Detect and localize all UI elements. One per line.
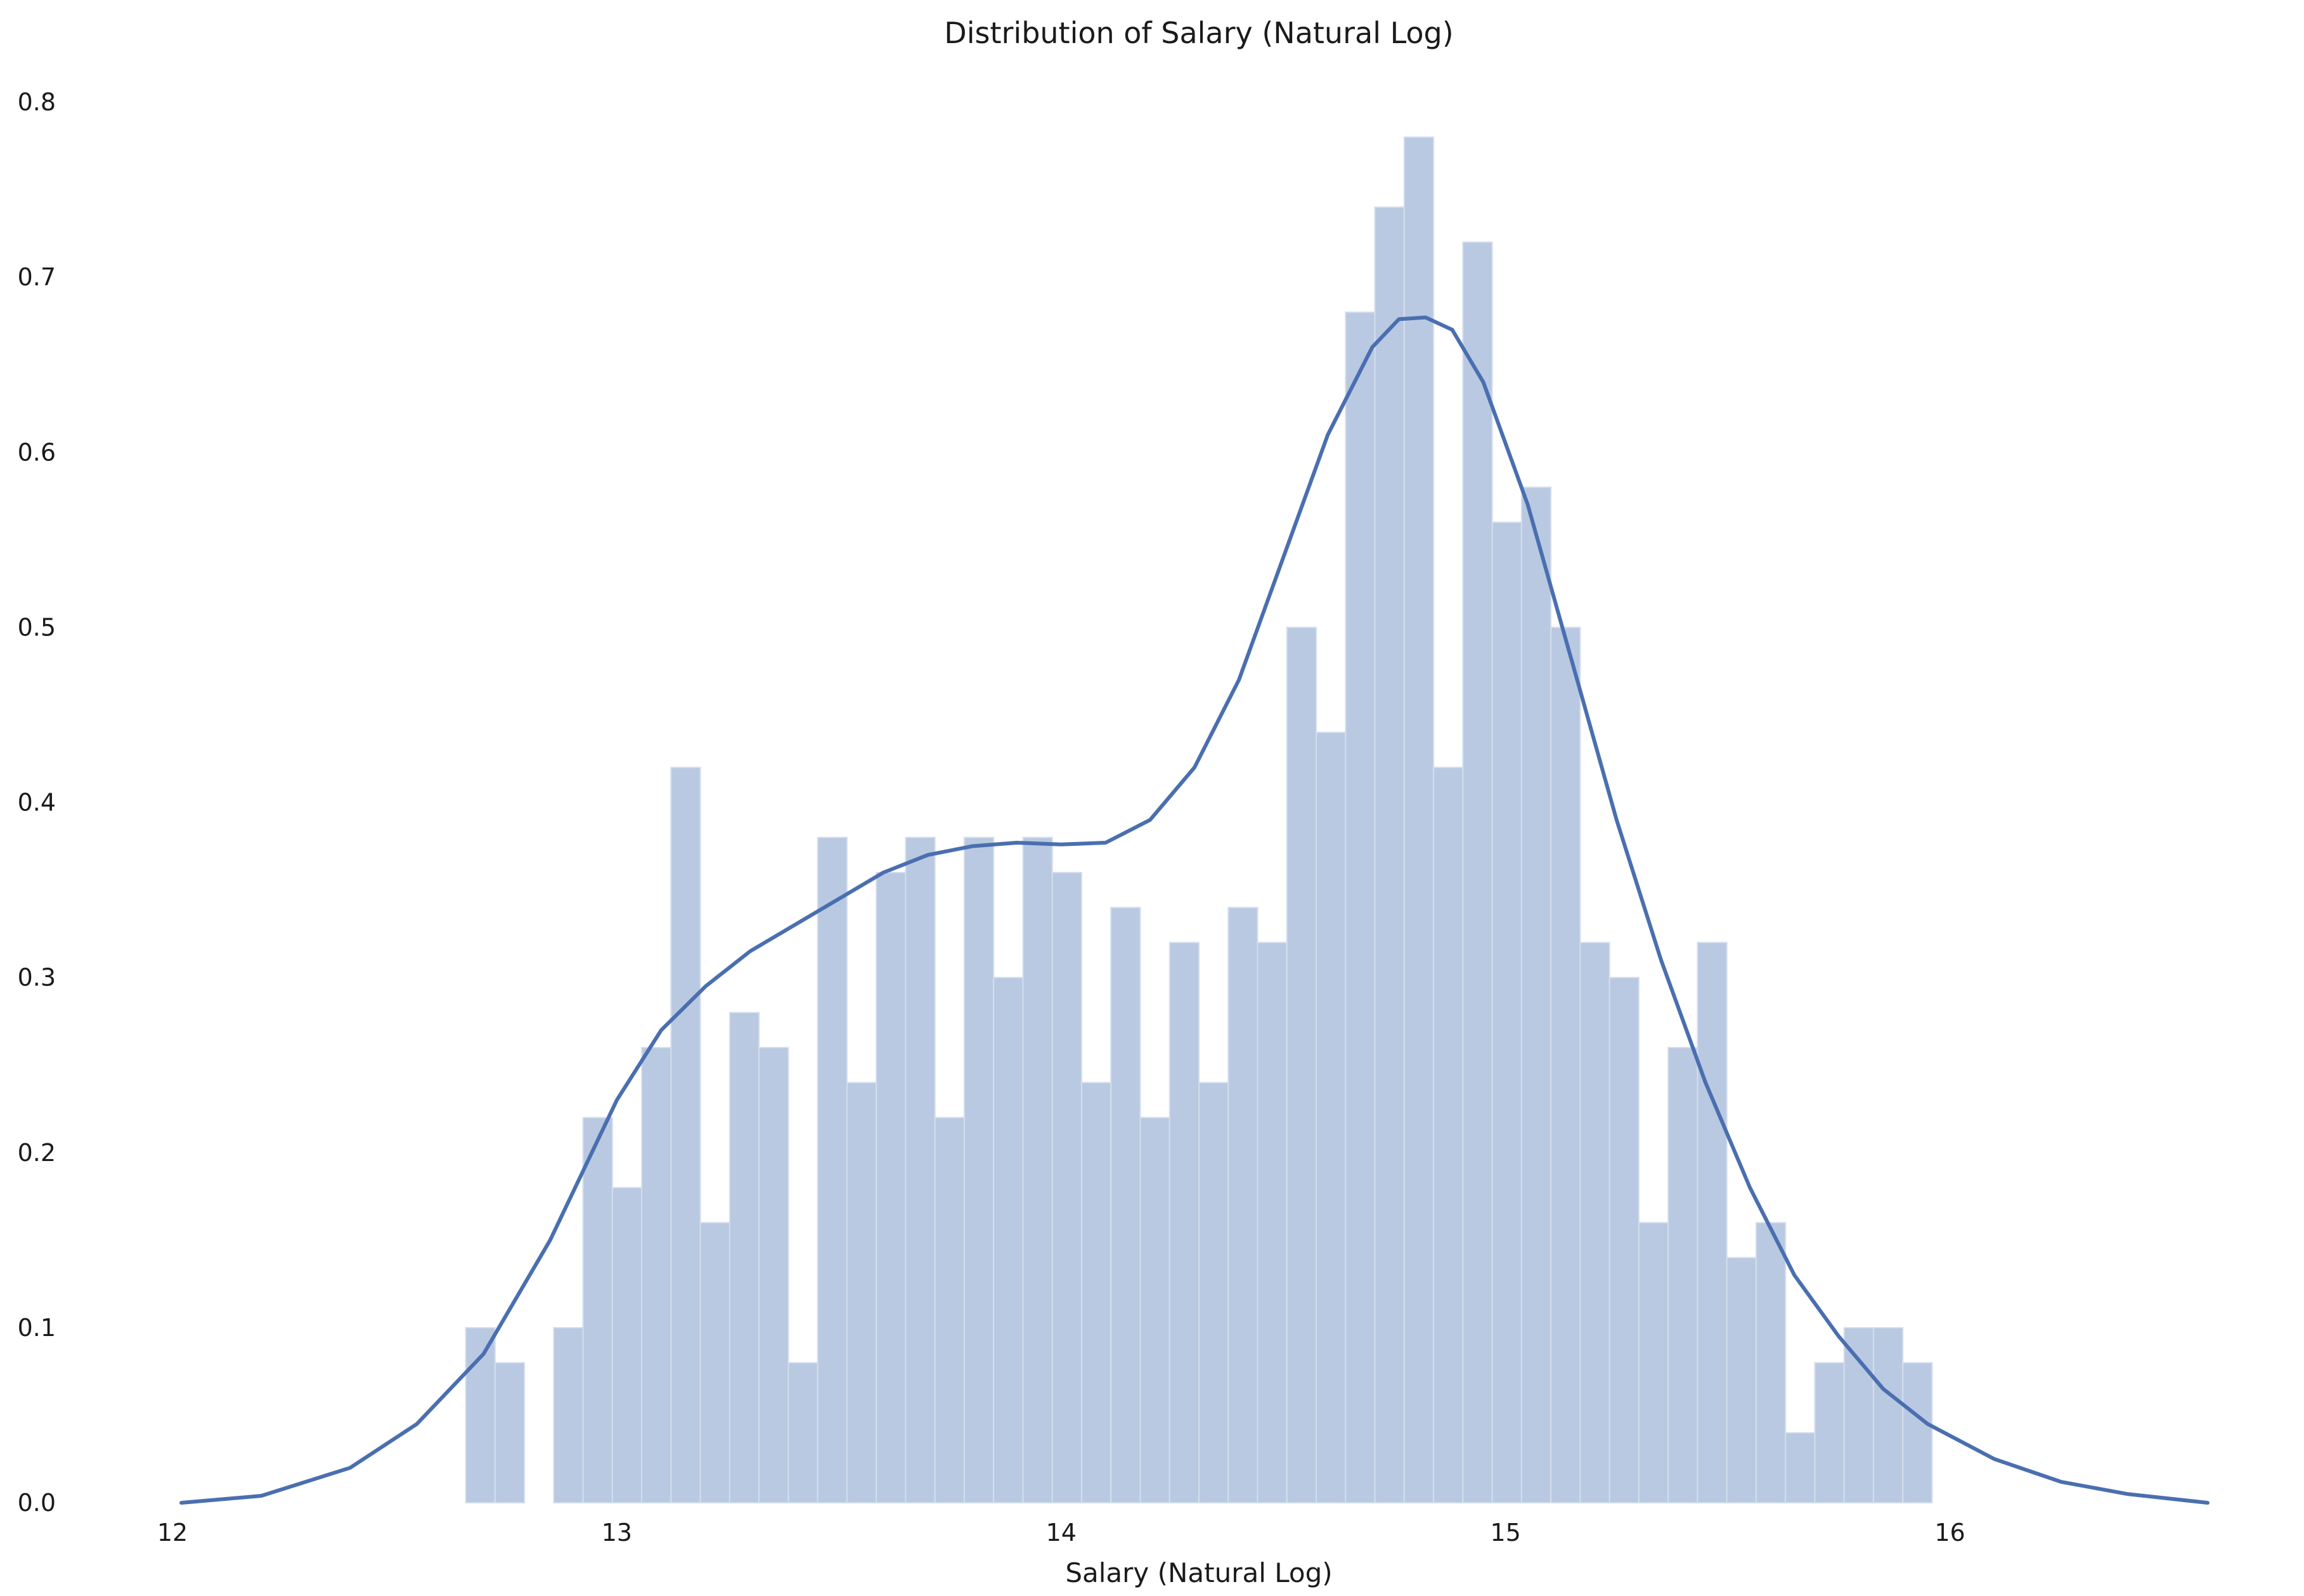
x-tick-label: 12 [157, 1519, 188, 1547]
chart-title: Distribution of Salary (Natural Log) [944, 16, 1453, 50]
histogram-bar [817, 836, 848, 1503]
histogram-bar [1638, 1222, 1669, 1503]
histogram-bar [494, 1362, 526, 1504]
histogram-bar [1491, 521, 1522, 1504]
histogram-bar [670, 767, 701, 1503]
histogram-bar [1433, 767, 1464, 1503]
histogram-bar [1902, 1362, 1933, 1504]
y-tick-label: 0.3 [18, 964, 56, 992]
histogram-bar [641, 1047, 672, 1503]
histogram-bar [553, 1327, 584, 1503]
histogram-bar [1022, 836, 1053, 1503]
histogram-bar [1139, 1117, 1170, 1503]
histogram-bar [1080, 1082, 1112, 1504]
x-tick-label: 15 [1490, 1519, 1520, 1547]
histogram-bar [1550, 626, 1581, 1503]
histogram-bar [1345, 311, 1376, 1504]
histogram-bar [699, 1222, 730, 1503]
histogram-bar [1051, 871, 1082, 1503]
histogram-bar [582, 1117, 613, 1503]
histogram-bar [963, 836, 995, 1503]
histogram-bar [611, 1186, 643, 1503]
y-tick-label: 0.1 [18, 1314, 56, 1342]
y-tick-label: 0.6 [18, 438, 56, 466]
y-tick-label: 0.7 [18, 263, 56, 291]
histogram-bar [1755, 1222, 1787, 1503]
histogram-bar [787, 1362, 819, 1504]
histogram-bar [1257, 942, 1288, 1503]
histogram-bar [934, 1117, 965, 1503]
histogram-bar [728, 1011, 760, 1503]
histogram-bar [1726, 1257, 1757, 1504]
histogram-bar [1316, 732, 1347, 1503]
histogram-bar [1403, 136, 1435, 1503]
histogram-bar [1814, 1362, 1845, 1504]
histogram-bar [1843, 1327, 1874, 1503]
x-tick-label: 16 [1934, 1519, 1965, 1547]
histogram-bar [758, 1047, 789, 1503]
histogram-bar [1227, 907, 1259, 1504]
y-tick-label: 0.5 [18, 613, 56, 641]
histogram-bar [1168, 942, 1200, 1503]
y-tick-label: 0.4 [18, 789, 56, 817]
histogram-bar [1110, 907, 1141, 1504]
kde-line [179, 315, 2210, 1505]
histogram-bar [1697, 942, 1728, 1503]
histogram-bar [1462, 241, 1493, 1503]
x-axis-label: Salary (Natural Log) [1065, 1557, 1332, 1588]
y-axis-ticks: 0.0 0.1 0.2 0.3 0.4 0.5 0.6 0.7 0.8 [18, 88, 56, 1517]
histogram-bar [1374, 206, 1405, 1503]
histogram-bar [905, 836, 936, 1503]
x-tick-label: 14 [1046, 1519, 1077, 1547]
histogram-bar [1579, 942, 1610, 1503]
x-axis-ticks: 12 13 14 15 16 [157, 1519, 1965, 1547]
histogram-bar [1520, 486, 1552, 1503]
y-tick-label: 0.8 [18, 88, 56, 116]
x-tick-label: 13 [602, 1519, 632, 1547]
histogram-bar [993, 976, 1024, 1503]
y-tick-label: 0.2 [18, 1139, 56, 1167]
histogram-bar [1608, 976, 1640, 1503]
histogram-bar [465, 1327, 496, 1503]
histogram-bar [876, 871, 907, 1503]
y-tick-label: 0.0 [18, 1489, 56, 1517]
histogram-bar [1198, 1082, 1229, 1504]
histogram-bar [1667, 1047, 1699, 1503]
histogram-bar [1872, 1327, 1904, 1503]
histogram-bar [1785, 1432, 1816, 1504]
histogram-bar [846, 1082, 877, 1504]
histogram-bar [1286, 626, 1317, 1503]
histogram-bars [465, 136, 1933, 1504]
